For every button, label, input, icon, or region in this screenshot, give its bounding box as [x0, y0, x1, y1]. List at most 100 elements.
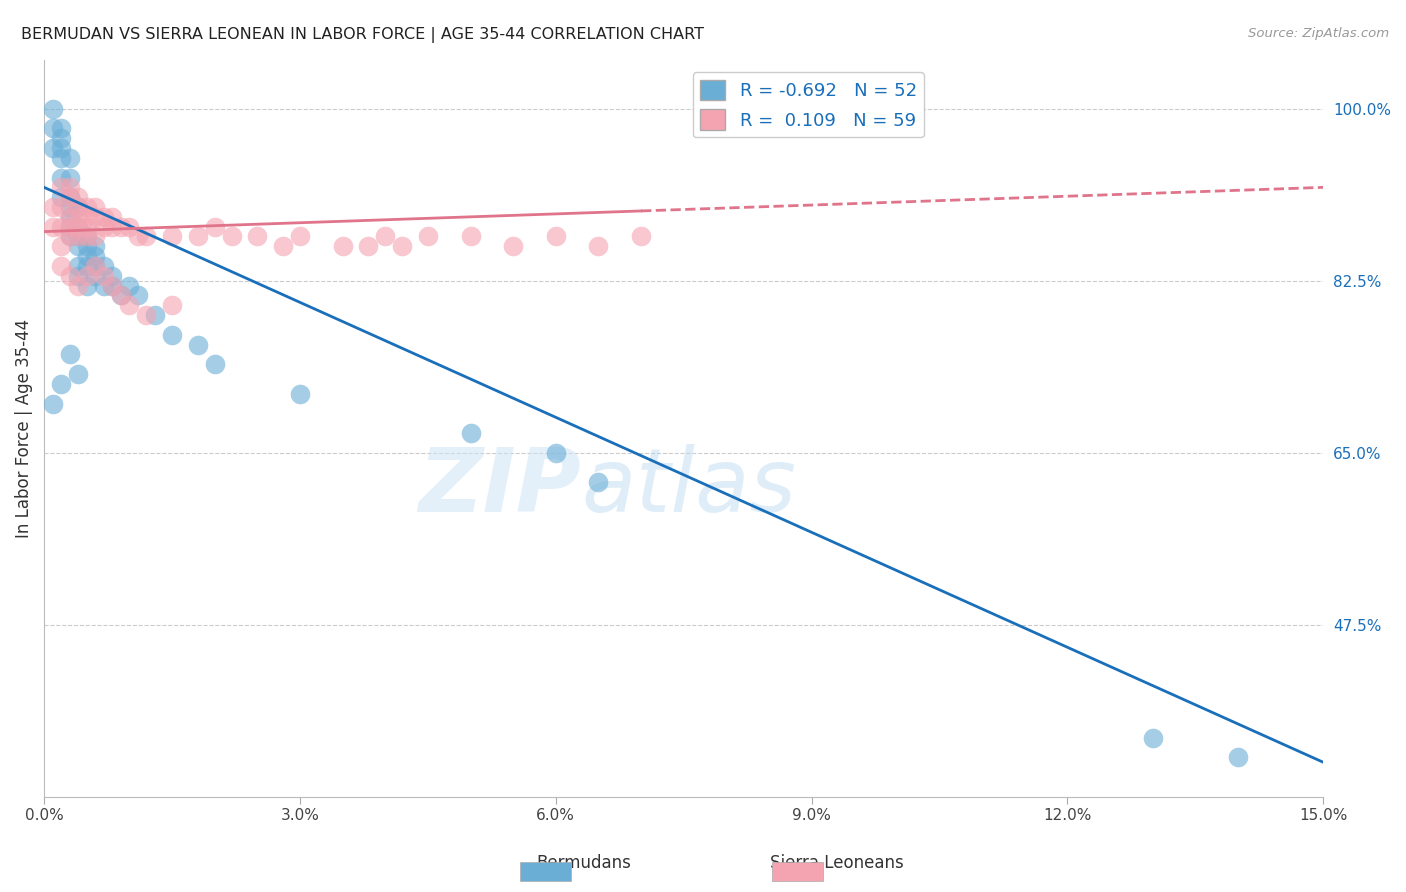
Point — [51, 239, 73, 253]
Point — [135, 229, 157, 244]
Point — [67, 200, 90, 214]
Point — [51, 180, 73, 194]
Point — [41, 121, 63, 136]
Point — [67, 367, 90, 381]
Point — [84, 259, 107, 273]
Point — [416, 229, 439, 244]
Point — [51, 141, 73, 155]
Point — [84, 239, 107, 253]
Text: BERMUDAN VS SIERRA LEONEAN IN LABOR FORCE | AGE 35-44 CORRELATION CHART: BERMUDAN VS SIERRA LEONEAN IN LABOR FORC… — [21, 27, 704, 43]
Point — [76, 200, 98, 214]
Point — [76, 239, 98, 253]
Point — [101, 210, 124, 224]
Point — [271, 239, 294, 253]
Point — [51, 376, 73, 391]
Point — [67, 190, 90, 204]
Point — [67, 219, 90, 234]
Point — [160, 229, 183, 244]
Text: Source: ZipAtlas.com: Source: ZipAtlas.com — [1249, 27, 1389, 40]
Point — [51, 151, 73, 165]
Point — [51, 200, 73, 214]
Point — [76, 229, 98, 244]
Point — [143, 308, 166, 322]
Point — [84, 268, 107, 283]
Point — [59, 180, 82, 194]
Point — [67, 229, 90, 244]
Point — [41, 200, 63, 214]
Point — [101, 219, 124, 234]
Point — [59, 190, 82, 204]
Point — [76, 219, 98, 234]
Point — [502, 239, 524, 253]
Point — [59, 210, 82, 224]
Point — [59, 190, 82, 204]
Text: Bermudans: Bermudans — [536, 855, 631, 872]
Point — [76, 249, 98, 263]
Point — [41, 102, 63, 116]
Point — [67, 229, 90, 244]
Point — [588, 239, 610, 253]
Point — [93, 210, 115, 224]
Point — [135, 308, 157, 322]
Point — [67, 219, 90, 234]
Point — [67, 259, 90, 273]
Point — [67, 239, 90, 253]
Point — [460, 425, 482, 440]
Point — [288, 386, 311, 401]
Point — [59, 151, 82, 165]
Point — [127, 229, 149, 244]
Point — [51, 219, 73, 234]
Point — [460, 229, 482, 244]
Point — [246, 229, 269, 244]
Point — [93, 278, 115, 293]
Point — [84, 210, 107, 224]
Point — [59, 268, 82, 283]
Point — [41, 219, 63, 234]
Point — [544, 446, 567, 460]
Point — [84, 200, 107, 214]
Point — [51, 121, 73, 136]
Point — [110, 288, 132, 302]
Point — [93, 259, 115, 273]
Point — [59, 347, 82, 361]
Point — [332, 239, 354, 253]
Point — [160, 327, 183, 342]
Point — [101, 278, 124, 293]
Point — [84, 229, 107, 244]
Text: Sierra Leoneans: Sierra Leoneans — [769, 855, 904, 872]
Point — [288, 229, 311, 244]
Point — [204, 219, 226, 234]
Point — [374, 229, 396, 244]
Point — [544, 229, 567, 244]
Point — [588, 475, 610, 490]
Point — [118, 278, 141, 293]
Point — [76, 229, 98, 244]
Point — [76, 268, 98, 283]
Point — [204, 357, 226, 371]
Legend: R = -0.692   N = 52, R =  0.109   N = 59: R = -0.692 N = 52, R = 0.109 N = 59 — [693, 72, 924, 137]
Point — [1142, 731, 1164, 745]
Point — [51, 131, 73, 145]
Point — [187, 337, 209, 351]
Point — [41, 141, 63, 155]
Point — [93, 219, 115, 234]
Point — [67, 210, 90, 224]
Point — [187, 229, 209, 244]
Point — [84, 249, 107, 263]
Point — [41, 396, 63, 410]
Point — [76, 278, 98, 293]
Point — [51, 170, 73, 185]
Point — [59, 200, 82, 214]
Y-axis label: In Labor Force | Age 35-44: In Labor Force | Age 35-44 — [15, 318, 32, 538]
Point — [127, 288, 149, 302]
Point — [391, 239, 413, 253]
Point — [101, 268, 124, 283]
Text: atlas: atlas — [581, 444, 796, 530]
Point — [59, 229, 82, 244]
Point — [67, 268, 90, 283]
Point — [93, 268, 115, 283]
Point — [118, 298, 141, 312]
Point — [160, 298, 183, 312]
Point — [51, 190, 73, 204]
Point — [51, 259, 73, 273]
